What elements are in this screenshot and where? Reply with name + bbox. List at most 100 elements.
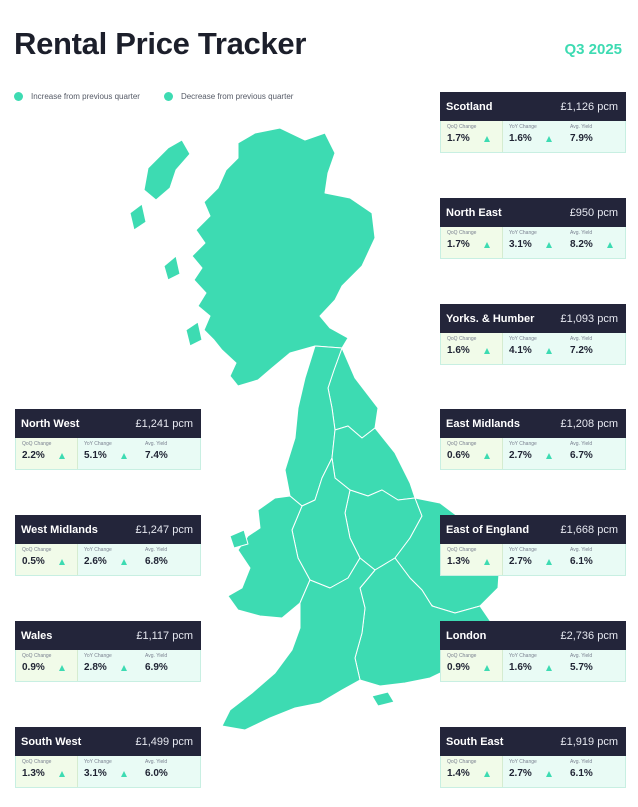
region-name: South East [446,735,504,748]
page-title: Rental Price Tracker [14,26,307,61]
yield-value: 6.0% [145,768,168,779]
region-card-north-east[interactable]: North East £950 pcm QoQ Change 1.7% YoY C… [440,198,626,259]
card-stats: QoQ Change 1.7% YoY Change 1.6% Avg. Yield… [440,121,626,153]
region-name: Wales [21,629,53,642]
stat-label: Avg. Yield [145,547,168,553]
stat-label: Avg. Yield [570,124,593,130]
qoq-stat: QoQ Change 0.9% [441,650,503,681]
region-card-north-west[interactable]: North West £1,241 pcm QoQ Change 2.2% YoY… [15,409,201,470]
yield-value: 6.1% [570,768,593,779]
card-stats: QoQ Change 0.9% YoY Change 2.8% Avg. Yield… [15,650,201,682]
region-south-west [221,557,376,731]
region-card-south-west[interactable]: South West £1,499 pcm QoQ Change 1.3% YoY… [15,727,201,788]
yoy-stat: YoY Change 1.6% [503,121,564,152]
average-rent: £1,117 pcm [136,629,193,642]
stat-label: YoY Change [509,230,537,236]
legend: Increase from previous quarter Decrease … [14,92,293,101]
average-rent: £950 pcm [569,206,618,219]
region-scotland [191,127,376,387]
yield-value: 8.2% [570,239,593,250]
yoy-value: 1.6% [509,133,532,144]
card-header: Wales £1,117 pcm [15,621,201,650]
card-header: Scotland £1,126 pcm [440,92,626,121]
region-card-east-of-england[interactable]: East of England £1,668 pcm QoQ Change 1.3… [440,515,626,576]
average-rent: £1,919 pcm [560,735,618,748]
stat-label: YoY Change [84,653,112,659]
yield-stat: Avg. Yield 6.1% [564,544,625,575]
stat-label: YoY Change [509,124,537,130]
up-triangle-icon [545,558,552,565]
qoq-stat: QoQ Change 1.6% [441,333,503,364]
stat-label: Avg. Yield [145,441,168,447]
region-name: North West [21,417,80,430]
yield-value: 7.2% [570,345,593,356]
region-isle-of-wight [371,691,395,707]
stat-label: QoQ Change [447,230,477,236]
region-card-yorks-humber[interactable]: Yorks. & Humber £1,093 pcm QoQ Change 1.6… [440,304,626,365]
region-card-east-midlands[interactable]: East Midlands £1,208 pcm QoQ Change 0.6% … [440,409,626,470]
region-card-scotland[interactable]: Scotland £1,126 pcm QoQ Change 1.7% YoY C… [440,92,626,153]
qoq-value: 1.4% [447,768,470,779]
qoq-value: 1.3% [447,556,470,567]
card-header: West Midlands £1,247 pcm [15,515,201,544]
stat-label: Avg. Yield [570,441,593,447]
stat-label: QoQ Change [22,759,52,765]
legend-label: Increase from previous quarter [31,92,140,101]
yield-value: 6.7% [570,450,593,461]
qoq-value: 0.5% [22,556,45,567]
region-name: South West [21,735,82,748]
region-name: Scotland [446,100,493,113]
up-triangle-icon [545,452,552,459]
card-header: London £2,736 pcm [440,621,626,650]
card-header: East of England £1,668 pcm [440,515,626,544]
region-wales [227,495,311,619]
qoq-stat: QoQ Change 0.5% [16,544,78,575]
yoy-stat: YoY Change 3.1% [503,227,564,258]
stat-label: Avg. Yield [570,547,593,553]
yoy-stat: YoY Change 2.7% [503,756,564,787]
stat-label: QoQ Change [447,336,477,342]
region-name: East Midlands [446,417,520,430]
stat-label: YoY Change [509,336,537,342]
yield-stat: Avg. Yield 8.2% [564,227,625,258]
card-stats: QoQ Change 0.6% YoY Change 2.7% Avg. Yield… [440,438,626,470]
stat-label: Avg. Yield [145,759,168,765]
yield-value: 6.1% [570,556,593,567]
region-card-south-east[interactable]: South East £1,919 pcm QoQ Change 1.4% YoY… [440,727,626,788]
average-rent: £1,247 pcm [135,523,193,536]
decrease-dot-icon [163,92,173,101]
qoq-stat: QoQ Change 0.9% [16,650,78,681]
card-stats: QoQ Change 1.3% YoY Change 2.7% Avg. Yield… [440,544,626,576]
average-rent: £1,208 pcm [560,417,618,430]
stat-label: YoY Change [509,547,537,553]
card-header: North West £1,241 pcm [15,409,201,438]
region-name: Yorks. & Humber [446,312,535,325]
qoq-stat: QoQ Change 2.2% [16,438,78,469]
region-name: London [446,629,487,642]
qoq-value: 0.6% [447,450,470,461]
legend-label: Decrease from previous quarter [180,92,294,101]
up-triangle-icon [483,558,490,565]
stat-label: YoY Change [509,653,537,659]
yoy-value: 5.1% [84,450,107,461]
stat-label: Avg. Yield [570,653,593,659]
yield-stat: Avg. Yield 6.0% [139,756,200,787]
region-card-london[interactable]: London £2,736 pcm QoQ Change 0.9% YoY Cha… [440,621,626,682]
region-card-wales[interactable]: Wales £1,117 pcm QoQ Change 0.9% YoY Chan… [15,621,201,682]
stat-label: Avg. Yield [570,759,593,765]
uk-region-map [129,127,501,731]
yoy-value: 1.6% [509,662,532,673]
up-triangle-icon [120,664,127,671]
qoq-stat: QoQ Change 1.4% [441,756,503,787]
region-card-west-midlands[interactable]: West Midlands £1,247 pcm QoQ Change 0.5% … [15,515,201,576]
yield-stat: Avg. Yield 6.1% [564,756,625,787]
yoy-stat: YoY Change 2.6% [78,544,139,575]
up-triangle-icon [58,664,65,671]
stat-label: QoQ Change [22,441,52,447]
stat-label: QoQ Change [447,124,477,130]
up-triangle-icon [58,452,65,459]
stat-label: QoQ Change [447,441,477,447]
region-name: West Midlands [21,523,98,536]
up-triangle-icon [483,347,490,354]
qoq-value: 1.7% [447,239,470,250]
